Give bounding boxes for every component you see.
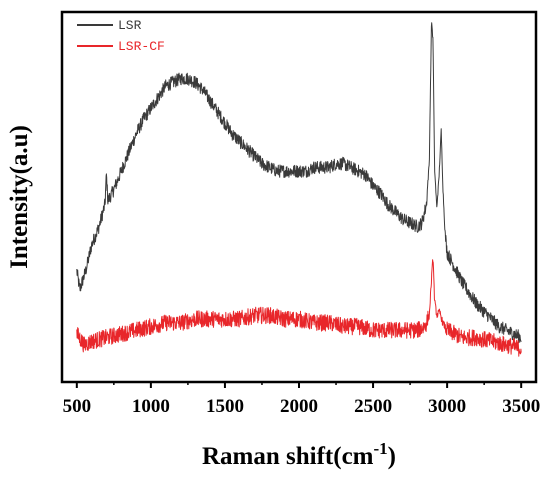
x-axis-ticks: 500 1000 1500 2000 2500 3000 3500	[63, 382, 540, 417]
x-tick-label: 1000	[132, 396, 170, 417]
legend-label-lsr: LSR	[118, 18, 142, 33]
x-axis-title: Raman shift(cm-1)	[202, 439, 396, 470]
plot-frame	[60, 10, 538, 384]
series-layer	[76, 22, 522, 357]
series-line-lsr-cf	[76, 259, 522, 357]
x-tick-label: 1500	[206, 396, 244, 417]
x-tick-label: 2500	[354, 396, 392, 417]
x-tick-label: 3000	[428, 396, 466, 417]
x-axis-title-close: )	[388, 443, 396, 470]
legend: LSR LSR-CF	[77, 18, 165, 54]
legend-label-lsr-cf: LSR-CF	[118, 39, 165, 54]
x-tick-label: 3500	[502, 396, 540, 417]
series-line-lsr	[76, 22, 522, 344]
x-axis-title-main: Raman shift(cm	[202, 443, 374, 470]
y-axis-title: Intensity(a.u)	[6, 125, 33, 269]
x-axis-title-superscript: -1	[374, 439, 388, 458]
x-tick-label: 500	[63, 396, 92, 417]
x-tick-label: 2000	[280, 396, 318, 417]
